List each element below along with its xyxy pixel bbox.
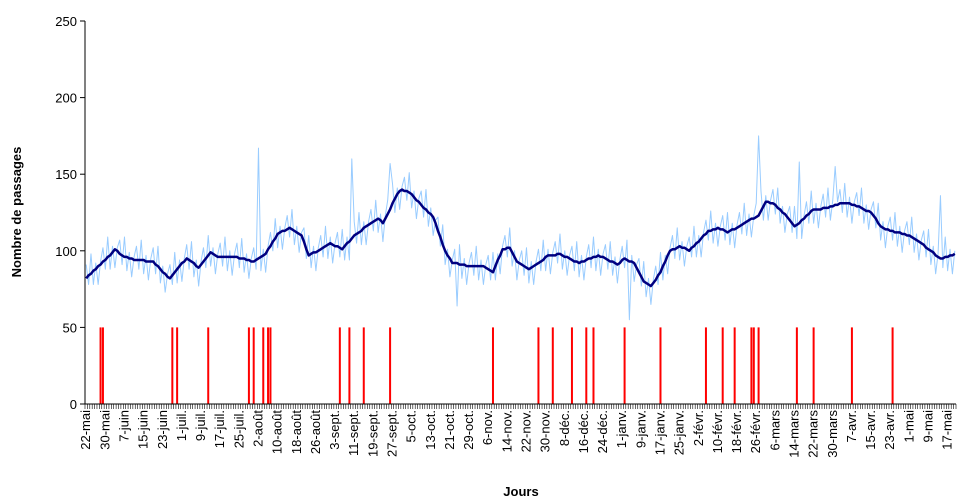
x-tick-label: 5-oct.: [404, 410, 419, 443]
x-tick-label: 22-mai: [78, 410, 93, 450]
x-tick-label: 26-févr.: [748, 410, 763, 453]
y-tick-label: 100: [55, 244, 77, 259]
x-tick-label: 22-nov.: [518, 410, 533, 452]
event-bar: [247, 327, 250, 404]
x-tick-label: 9-janv.: [633, 410, 648, 448]
x-tick-label: 25-janv.: [672, 410, 687, 455]
x-tick-label: 27-sept.: [384, 410, 399, 457]
event-bar: [348, 327, 351, 404]
x-tick-label: 22-mars: [806, 410, 821, 458]
x-tick-label: 9-mai: [920, 410, 935, 443]
x-tick-label: 7-juin: [116, 410, 131, 442]
y-tick-label: 150: [55, 167, 77, 182]
x-tick-label: 10-févr.: [710, 410, 725, 453]
event-bar: [267, 327, 270, 404]
y-tick-label: 0: [70, 397, 77, 412]
event-bar: [551, 327, 554, 404]
x-tick-label: 3-sept.: [327, 410, 342, 450]
event-bar: [207, 327, 210, 404]
x-tick-label: 11-sept.: [346, 410, 361, 456]
event-bar: [585, 327, 588, 404]
x-tick-label: 30-mai: [97, 410, 112, 450]
event-bar: [721, 327, 724, 404]
x-tick-label: 18-août: [289, 410, 304, 454]
x-tick-label: 17-janv.: [652, 410, 667, 455]
x-tick-label: 1-mai: [901, 410, 916, 443]
event-bar: [592, 327, 595, 404]
event-bar: [623, 327, 626, 404]
event-bar: [262, 327, 265, 404]
x-tick-label: 10-août: [270, 410, 285, 454]
x-tick-label: 6-mars: [767, 410, 782, 451]
x-tick-label: 19-sept.: [365, 410, 380, 457]
event-bar: [252, 327, 255, 404]
event-bar: [812, 327, 815, 404]
y-tick-label: 250: [55, 14, 77, 29]
event-bar: [101, 327, 104, 404]
x-tick-label: 15-avr.: [863, 410, 878, 450]
x-tick-label: 14-mars: [786, 410, 801, 458]
event-bar: [537, 327, 540, 404]
data-line: [85, 135, 956, 321]
event-bar: [389, 327, 392, 404]
event-bar: [850, 327, 853, 404]
x-tick-label: 23-juin: [155, 410, 170, 449]
event-bar: [491, 327, 494, 404]
x-tick-label: 24-déc.: [595, 410, 610, 453]
x-tick-label: 23-avr.: [882, 410, 897, 450]
event-bar: [338, 327, 341, 404]
x-axis-title: Jours: [503, 484, 538, 499]
x-tick-label: 18-févr.: [729, 410, 744, 453]
event-bar: [362, 327, 365, 404]
event-bar: [733, 327, 736, 404]
event-bar: [176, 327, 179, 404]
x-tick-label: 17-mai: [940, 410, 955, 450]
x-tick-label: 13-oct.: [423, 410, 438, 450]
event-bar: [750, 327, 753, 404]
x-tick-label: 26-août: [308, 410, 323, 454]
x-tick-label: 15-juin: [136, 410, 151, 449]
event-bar: [891, 327, 894, 404]
y-tick-label: 50: [63, 320, 77, 335]
event-bar: [570, 327, 573, 404]
event-bar: [171, 327, 174, 404]
x-tick-label: 6-nov.: [480, 410, 495, 445]
y-axis-title: Nombre de passages: [9, 147, 24, 278]
x-tick-label: 29-oct.: [461, 410, 476, 450]
x-tick-label: 7-avr.: [844, 410, 859, 443]
x-tick-label: 1-janv.: [614, 410, 629, 448]
x-tick-label: 1-juil.: [174, 410, 189, 441]
y-tick-label: 200: [55, 91, 77, 106]
x-tick-label: 14-nov.: [499, 410, 514, 452]
event-bar: [795, 327, 798, 404]
x-tick-label: 9-juil.: [193, 410, 208, 441]
x-tick-label: 2-août: [250, 410, 265, 447]
x-tick-label: 2-févr.: [691, 410, 706, 446]
x-tick-label: 8-déc.: [557, 410, 572, 446]
x-tick-label: 17-juil.: [212, 410, 227, 448]
event-bar: [752, 327, 755, 404]
event-bar: [99, 327, 102, 404]
x-tick-label: 30-mars: [825, 410, 840, 458]
event-bar: [269, 327, 272, 404]
event-bar: [704, 327, 707, 404]
x-tick-label: 21-oct.: [442, 410, 457, 450]
data-line: [85, 188, 956, 288]
x-tick-label: 30-nov.: [538, 410, 553, 452]
x-tick-label: 25-juil.: [231, 410, 246, 448]
x-tick-label: 16-déc.: [576, 410, 591, 453]
event-bar: [757, 327, 760, 404]
event-bar: [659, 327, 662, 404]
